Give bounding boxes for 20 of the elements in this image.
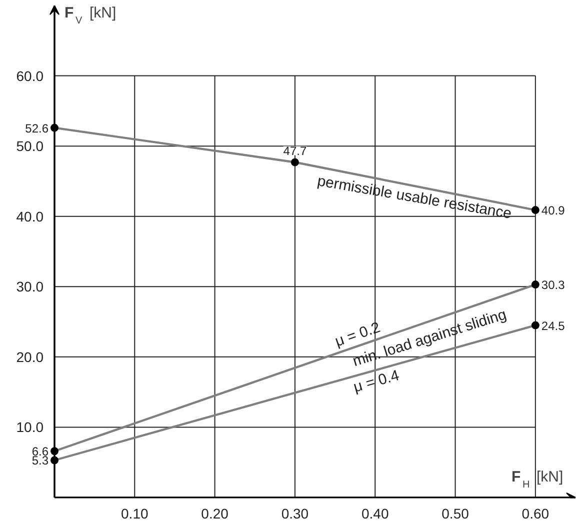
x-tick-label: 0.50 <box>442 506 470 522</box>
x-tick-label: 0.40 <box>361 506 389 522</box>
data-label: 30.3 <box>541 278 566 292</box>
y-tick-label: 10.0 <box>16 419 44 436</box>
x-tick-label: 0.60 <box>522 506 550 522</box>
y-tick-label: 20.0 <box>16 348 44 365</box>
y-tick-label: 60.0 <box>16 68 44 84</box>
y-tick-label: 50.0 <box>16 138 44 154</box>
data-label: 24.5 <box>541 318 566 333</box>
data-label: 52.6 <box>25 121 49 136</box>
text: permissible usable resistance <box>316 172 513 222</box>
data-label: 47.7 <box>283 144 307 158</box>
y-tick-label: 40.0 <box>16 208 44 224</box>
y-tick-label: 30.0 <box>16 278 44 295</box>
x-tick-label: 0.30 <box>281 506 309 522</box>
x-tick-label: 0.20 <box>201 506 229 522</box>
text: μ = 0.2 <box>332 318 382 350</box>
text: μ = 0.4 <box>352 366 402 396</box>
data-label: 40.9 <box>541 204 566 218</box>
x-tick-label: 0.10 <box>121 506 148 522</box>
